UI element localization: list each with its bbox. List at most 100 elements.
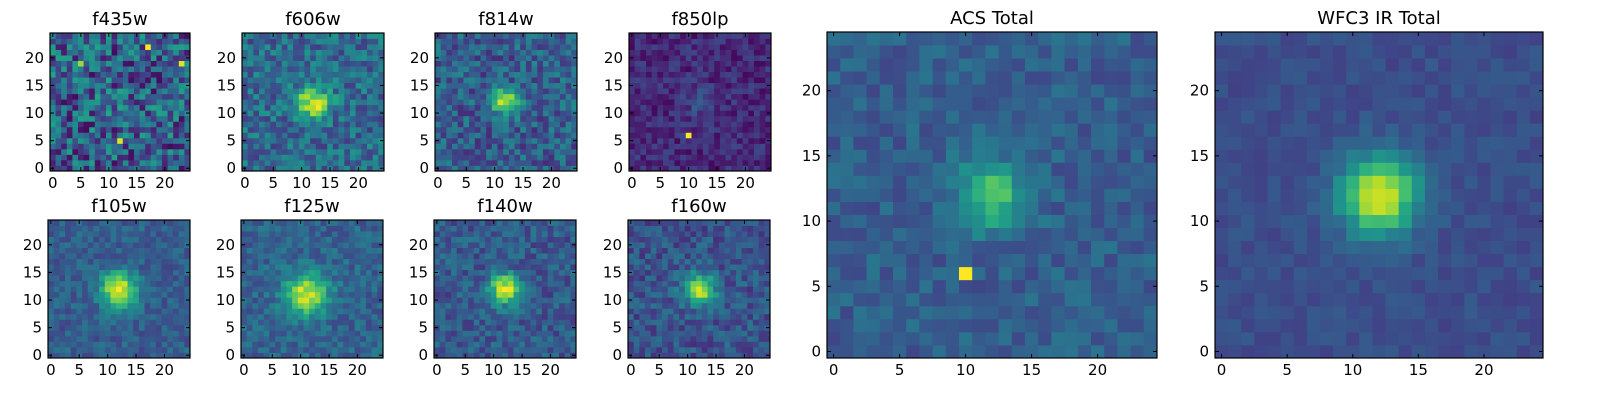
heatmap-cell [680, 71, 687, 78]
heatmap-cell [106, 115, 112, 122]
heatmap-cell [480, 66, 487, 73]
heatmap-cell [173, 44, 180, 50]
heatmap-cell [155, 324, 162, 331]
heatmap-cell [106, 110, 112, 117]
heatmap-cell [331, 319, 338, 326]
heatmap-cell [348, 308, 355, 315]
heatmap-cell [178, 93, 185, 100]
heatmap-cell [167, 242, 174, 248]
heatmap-cell [674, 154, 681, 161]
heatmap-cell [82, 247, 89, 254]
heatmap-cell [252, 286, 259, 293]
heatmap-cell [564, 352, 571, 359]
heatmap-cell [269, 269, 276, 276]
heatmap-cell [76, 225, 83, 232]
heatmap-cell [292, 297, 299, 304]
heatmap-cell [264, 55, 271, 61]
heatmap-cell [310, 88, 317, 95]
heatmap-cell [564, 319, 571, 326]
heatmap-cell [48, 280, 55, 287]
heatmap-cell [280, 275, 287, 282]
heatmap-cell [753, 143, 761, 150]
heatmap-cell [321, 126, 328, 133]
heatmap-cell [435, 115, 442, 122]
heatmap-cell [742, 148, 749, 155]
heatmap-cell [309, 286, 316, 293]
heatmap-cell [252, 258, 259, 265]
heatmap-cell [167, 247, 174, 254]
heatmap-cell [541, 330, 548, 337]
heatmap-cell [138, 247, 145, 254]
heatmap-cell [326, 236, 333, 243]
heatmap-cell [309, 313, 316, 320]
heatmap-cell [486, 33, 493, 39]
heatmap-cell [548, 159, 555, 166]
heatmap-cell [707, 324, 714, 331]
heatmap-cell [127, 247, 134, 254]
heatmap-cell [93, 264, 100, 271]
heatmap-cell [747, 280, 754, 287]
heatmap-cell [685, 159, 692, 166]
heatmap-cell [337, 330, 344, 337]
heatmap-cell [167, 264, 174, 271]
heatmap-cell [242, 38, 249, 45]
heatmap-cell [513, 313, 520, 320]
heatmap-cell [564, 291, 571, 298]
heatmap-cell [321, 33, 328, 39]
heatmap-cell [651, 165, 658, 172]
heatmap-cell [735, 302, 742, 309]
heatmap-cell [50, 126, 56, 133]
heatmap-cell [725, 82, 732, 89]
heatmap-cell [161, 264, 168, 271]
heatmap-cell [536, 330, 543, 337]
heatmap-cell [536, 341, 543, 348]
heatmap-cell [696, 346, 703, 353]
heatmap-cell [719, 93, 726, 100]
heatmap-cell [167, 104, 174, 111]
heatmap-cell [281, 38, 288, 45]
heatmap-cell [541, 269, 548, 276]
heatmap-cell [275, 247, 282, 254]
heatmap-cell [553, 258, 560, 265]
heatmap-cell [59, 247, 66, 254]
heatmap-cell [570, 220, 577, 226]
heatmap-cell [439, 313, 446, 320]
heatmap-cell [378, 44, 385, 50]
heatmap-cell [139, 55, 146, 61]
heatmap-cell [133, 297, 140, 304]
heatmap-cell [303, 269, 310, 276]
heatmap-cell [468, 220, 475, 226]
heatmap-cell [490, 341, 497, 348]
heatmap-cell [344, 71, 351, 78]
heatmap-cell [507, 242, 514, 248]
heatmap-cell [310, 93, 317, 100]
heatmap-cell [525, 77, 532, 84]
heatmap-cell [121, 335, 128, 342]
heatmap-cell [134, 126, 140, 133]
heatmap-cell [747, 313, 754, 320]
heatmap-cell [372, 110, 379, 117]
heatmap-cell [565, 88, 572, 95]
heatmap-cell [314, 253, 321, 260]
heatmap-cell [110, 231, 117, 237]
heatmap-cell [354, 324, 361, 331]
heatmap-cell [349, 77, 356, 84]
heatmap-cell [252, 335, 259, 342]
heatmap-cell [116, 264, 123, 271]
heatmap-cell [536, 264, 543, 271]
heatmap-cell [263, 297, 270, 304]
y-tick-label: 5 [418, 319, 428, 337]
heatmap-cell [519, 258, 526, 265]
heatmap-cell [707, 280, 714, 287]
heatmap-cell [332, 165, 339, 172]
heatmap-cell [758, 302, 765, 309]
heatmap-cell [287, 154, 294, 161]
heatmap-cell [468, 302, 475, 309]
heatmap-cell [736, 66, 743, 73]
heatmap-cell [138, 302, 145, 309]
heatmap-cell [513, 220, 520, 226]
heatmap-cell [490, 330, 497, 337]
heatmap-cell [258, 330, 265, 337]
heatmap-cell [178, 313, 185, 320]
heatmap-cell [691, 148, 698, 155]
